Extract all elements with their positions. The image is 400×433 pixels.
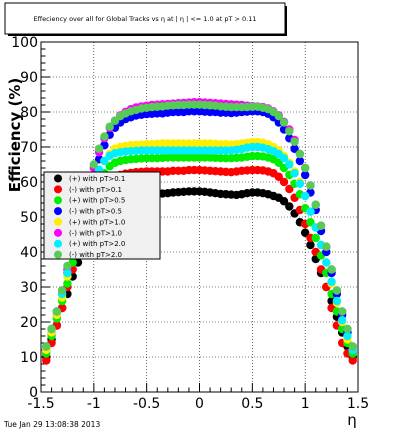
data-point — [94, 144, 104, 153]
data-point — [285, 184, 294, 194]
data-point — [348, 356, 357, 365]
y-tick-label: 100 — [11, 35, 38, 51]
x-tick-label: 1 — [301, 396, 310, 412]
data-point — [306, 207, 315, 216]
data-point — [52, 307, 62, 316]
y-tick-label: 90 — [20, 70, 38, 86]
data-point — [348, 342, 357, 351]
x-axis-label: η — [347, 411, 357, 429]
data-point — [332, 286, 342, 295]
data-point — [100, 156, 109, 166]
data-point — [311, 233, 320, 243]
data-point — [290, 137, 299, 146]
legend-marker — [54, 228, 62, 237]
legend-label: (-) with pT>1.0 — [69, 229, 122, 237]
x-tick-label: 0.5 — [241, 396, 263, 412]
data-point — [295, 179, 305, 188]
legend-box — [43, 171, 161, 260]
data-point — [42, 342, 51, 351]
data-point — [332, 296, 342, 306]
data-point — [300, 191, 310, 201]
data-point — [343, 331, 352, 341]
legend-marker — [54, 196, 62, 205]
y-tick-label: 0 — [29, 385, 38, 401]
data-point — [322, 242, 331, 251]
data-point — [300, 163, 310, 173]
data-point — [100, 132, 109, 141]
data-point — [306, 181, 315, 190]
data-point — [274, 172, 283, 181]
data-point — [63, 261, 72, 271]
data-point — [290, 169, 299, 178]
data-point — [285, 160, 294, 169]
data-point — [337, 307, 347, 316]
timestamp: Tue Jan 29 13:08:38 2013 — [3, 420, 100, 429]
data-point — [306, 240, 315, 250]
data-point — [327, 265, 336, 274]
legend-marker — [54, 207, 62, 216]
data-point — [57, 286, 67, 295]
legend-label: (+) with pT>2.0 — [69, 240, 125, 248]
data-point — [63, 268, 72, 278]
data-point — [279, 197, 289, 206]
x-tick-label: -1.5 — [27, 396, 54, 412]
data-point — [322, 258, 331, 267]
y-axis-label: Efficiency (%) — [6, 78, 24, 193]
y-tick-label: 80 — [20, 105, 38, 121]
legend: (+) with pT>0.1 (-) with pT>0.1 (+) with p… — [43, 171, 161, 260]
data-point — [295, 156, 305, 166]
legend-label: (+) with pT>1.0 — [69, 218, 125, 226]
data-point — [279, 154, 289, 163]
y-tick-label: 70 — [20, 140, 38, 156]
y-tick-label: 40 — [20, 245, 38, 261]
legend-marker — [54, 250, 62, 259]
y-tick-label: 50 — [20, 210, 38, 226]
legend-label: (+) with pT>0.1 — [69, 175, 125, 183]
data-point — [279, 177, 289, 187]
data-point — [42, 356, 51, 365]
legend-marker — [54, 217, 62, 226]
y-tick-label: 30 — [20, 280, 38, 296]
data-point — [285, 127, 294, 136]
y-tick-label: 20 — [20, 315, 38, 331]
x-tick-label: 0 — [195, 396, 204, 412]
data-point — [279, 118, 289, 127]
data-point — [47, 324, 56, 334]
title-box: Effeciency over all for Global Tracks vs… — [4, 2, 287, 36]
data-point — [343, 324, 352, 334]
x-tick-label: -0.5 — [133, 396, 160, 412]
legend-marker — [54, 174, 62, 183]
y-tick-label: 10 — [20, 350, 38, 366]
data-point — [290, 144, 299, 153]
x-tick-label: 1.5 — [347, 396, 369, 412]
chart-title: Effeciency over all for Global Tracks vs… — [34, 15, 257, 23]
data-point — [285, 202, 294, 211]
legend-label: (-) with pT>0.5 — [69, 208, 122, 216]
data-point — [89, 160, 99, 169]
legend-marker — [54, 185, 62, 194]
legend-label: (-) with pT>0.1 — [69, 186, 122, 194]
axes: -1.5 -1 -0.5 0 0.5 1 1.5 0 10 20 30 40 50 60 70 80 90 100 — [11, 35, 369, 412]
legend-label: (+) with pT>0.5 — [69, 197, 125, 205]
data-point — [337, 316, 347, 325]
legend-label: (-) with pT>2.0 — [69, 251, 122, 259]
data-point — [63, 279, 72, 288]
data-point — [274, 112, 283, 121]
legend-marker — [54, 239, 62, 248]
data-point — [316, 221, 326, 230]
data-point — [311, 200, 320, 209]
data-point — [300, 228, 310, 237]
x-tick-label: -1 — [87, 396, 101, 412]
data-point — [295, 149, 305, 159]
data-point — [300, 170, 310, 180]
data-point — [306, 218, 315, 227]
y-tick-label: 60 — [20, 175, 38, 191]
data-point — [327, 277, 336, 286]
data-point — [105, 122, 114, 131]
